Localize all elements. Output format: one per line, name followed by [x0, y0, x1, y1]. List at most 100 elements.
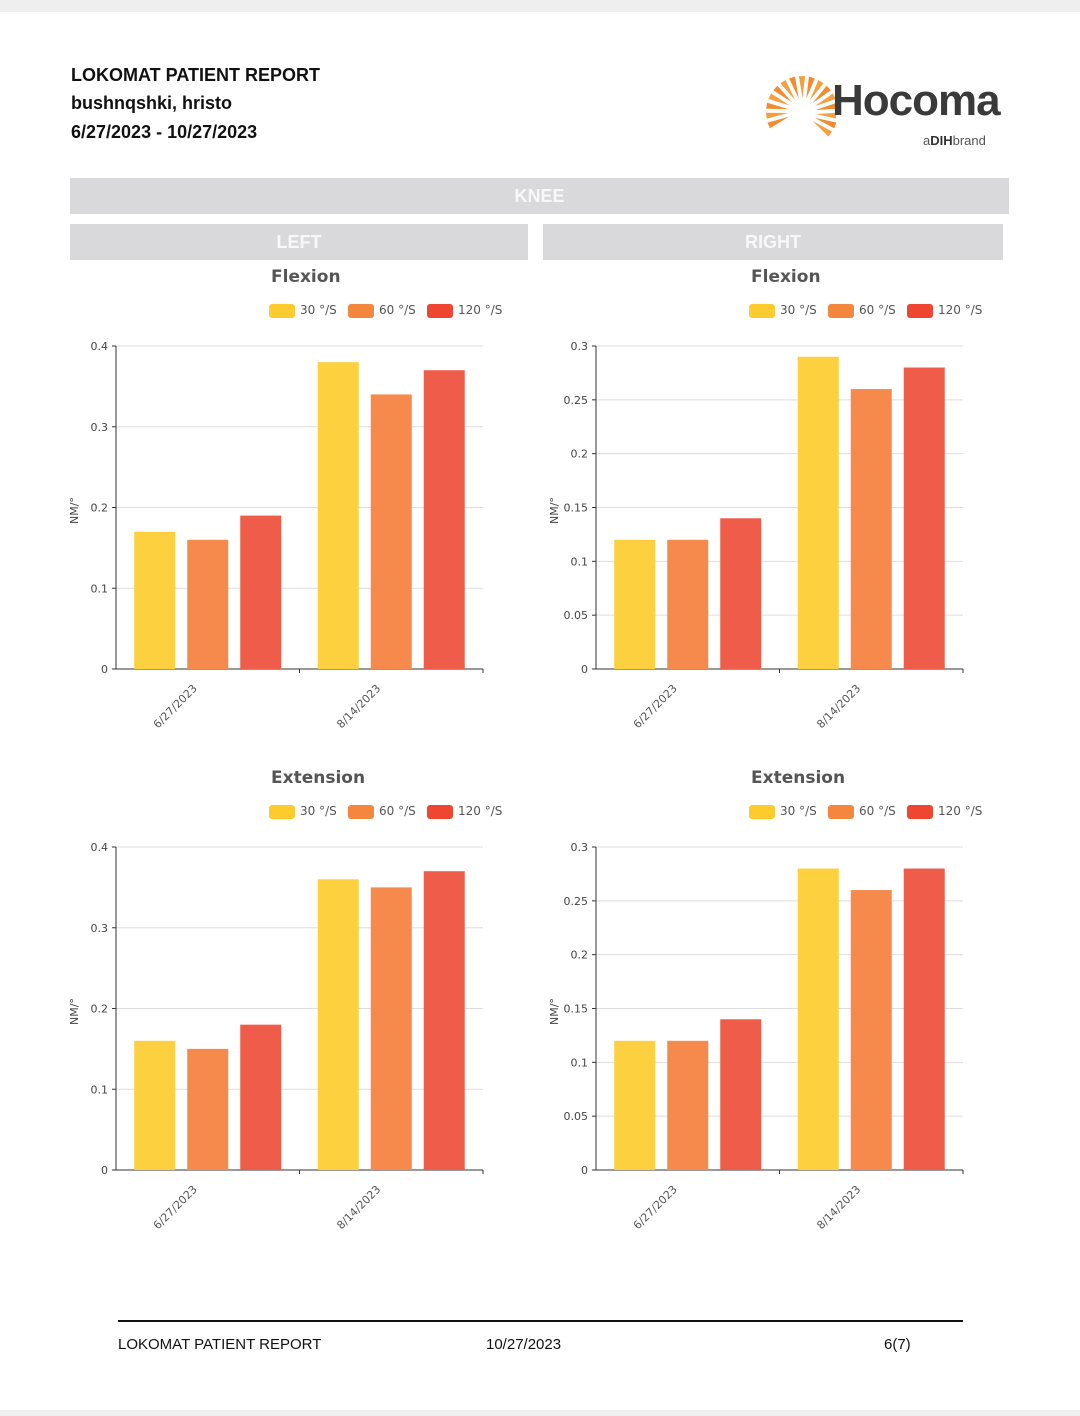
chart-right-extension: Extension 30 °/S 60 °/S 120 °/S NM/° 0 0.05 0.1… [540, 768, 1020, 1238]
legend-label: 60 °/S [859, 804, 896, 818]
legend-label: 60 °/S [859, 303, 896, 317]
bar [614, 539, 656, 669]
logo-ray [812, 120, 833, 137]
legend-item: 30 °/S [749, 303, 817, 318]
y-tick-label: 0.1 [91, 1083, 109, 1096]
legend-item: 60 °/S [828, 303, 896, 318]
bar [720, 1019, 762, 1170]
logo-ray [780, 79, 795, 100]
logo-ray [814, 117, 837, 129]
legend-label: 120 °/S [458, 303, 503, 317]
chart-left-extension: Extension 30 °/S 60 °/S 120 °/S NM/° 0 0.1 0.2 0… [60, 768, 540, 1238]
legend-swatch [427, 804, 453, 819]
legend-label: 30 °/S [780, 804, 817, 818]
bar [423, 871, 465, 1170]
y-tick-label: 0.2 [571, 949, 589, 962]
y-tick-label: 0.3 [571, 340, 589, 353]
logo-ray [809, 79, 824, 101]
date-range: 6/27/2023 - 10/27/2023 [71, 122, 258, 142]
x-tick-label: 8/14/2023 [334, 682, 383, 731]
bar [240, 1024, 282, 1170]
y-tick-label: 0.05 [564, 609, 589, 622]
legend-swatch [749, 804, 775, 819]
bar [317, 879, 359, 1170]
chart-left-flexion: Flexion 30 °/S 60 °/S 120 °/S NM/° 0 0.1 0.2 0.3… [60, 267, 540, 737]
chart-title: Flexion [751, 267, 821, 287]
legend-label: 60 °/S [379, 303, 416, 317]
sunburst-icon [766, 76, 838, 137]
chart-title: Extension [751, 768, 846, 788]
legend-label: 30 °/S [300, 804, 337, 818]
y-tick-label: 0.05 [564, 1110, 589, 1123]
chart-plot: 0 0.05 0.1 0.15 0.2 0.25 0.3 6/27/2023 8/14/2023 [564, 841, 964, 1232]
report-title: LOKOMAT PATIENT REPORT [71, 65, 320, 85]
hocoma-logo: Hocoma aDIHbrand [756, 70, 1006, 160]
y-tick-label: 0.2 [91, 502, 109, 515]
y-tick-label: 0.2 [91, 1003, 109, 1016]
x-tick-label: 8/14/2023 [814, 1183, 863, 1232]
legend-swatch [828, 804, 854, 819]
legend-label: 120 °/S [458, 804, 503, 818]
bar [317, 362, 359, 669]
logo-ray [767, 116, 789, 129]
footer-page-number: 6(7) [884, 1336, 911, 1353]
chart-title: Extension [271, 768, 366, 788]
section-knee: KNEE [70, 178, 1009, 214]
bar [850, 389, 892, 669]
legend-label: 30 °/S [780, 303, 817, 317]
legend-swatch [427, 303, 453, 318]
legend-swatch [348, 804, 374, 819]
y-tick-label: 0.1 [571, 555, 589, 568]
y-tick-label: 0 [581, 1164, 588, 1177]
y-tick-label: 0.4 [91, 340, 109, 353]
logo-ray [815, 112, 838, 119]
logo-ray [814, 93, 836, 107]
legend-item: 60 °/S [348, 303, 416, 318]
bar [370, 394, 412, 669]
bar [903, 367, 945, 669]
bar [667, 539, 709, 669]
legend-item: 120 °/S [427, 804, 502, 819]
x-tick-label: 6/27/2023 [631, 682, 680, 731]
bar [797, 868, 839, 1170]
report-page: LOKOMAT PATIENT REPORT bushnqshki, hrist… [0, 12, 1080, 1410]
chart-title: Flexion [271, 267, 341, 287]
x-tick-label: 6/27/2023 [151, 682, 200, 731]
legend-label: 30 °/S [300, 303, 337, 317]
x-tick-label: 8/14/2023 [334, 1183, 383, 1232]
y-tick-label: 0.1 [571, 1056, 589, 1069]
chart-plot: 0 0.05 0.1 0.15 0.2 0.25 0.3 6/27/2023 8/14/2023 [564, 340, 964, 731]
bar [850, 890, 892, 1170]
footer-date: 10/27/2023 [486, 1336, 562, 1353]
bar [134, 531, 176, 669]
y-tick-label: 0.3 [91, 421, 109, 434]
logo-ray [789, 76, 799, 99]
y-tick-label: 0.4 [91, 841, 109, 854]
logo-ray [766, 112, 789, 119]
y-tick-label: 0.25 [564, 895, 589, 908]
legend-item: 30 °/S [749, 804, 817, 819]
legend-swatch [828, 303, 854, 318]
chart-right-flexion: Flexion 30 °/S 60 °/S 120 °/S NM/° 0 0.05 0.1 0.… [540, 267, 1020, 737]
footer-title: LOKOMAT PATIENT REPORT [118, 1336, 322, 1353]
bar [797, 356, 839, 669]
bar [187, 1048, 229, 1170]
bar [614, 1040, 656, 1170]
y-tick-label: 0.3 [571, 841, 589, 854]
chart-plot: 0 0.1 0.2 0.3 0.4 6/27/2023 8/14/2023 [91, 841, 484, 1232]
x-tick-label: 6/27/2023 [631, 1183, 680, 1232]
logo-tagline: aDIHbrand [923, 133, 986, 148]
legend-swatch [907, 303, 933, 318]
legend-item: 30 °/S [269, 804, 337, 819]
logo-ray [798, 76, 806, 99]
bar [134, 1040, 176, 1170]
legend-swatch [348, 303, 374, 318]
logo-ray [773, 85, 792, 103]
bar [903, 868, 945, 1170]
legend-item: 120 °/S [907, 804, 982, 819]
legend-item: 120 °/S [427, 303, 502, 318]
bar [720, 518, 762, 669]
chart-plot: 0 0.1 0.2 0.3 0.4 6/27/2023 8/14/2023 [91, 340, 484, 731]
bar [187, 539, 229, 669]
y-tick-label: 0.15 [564, 502, 589, 515]
